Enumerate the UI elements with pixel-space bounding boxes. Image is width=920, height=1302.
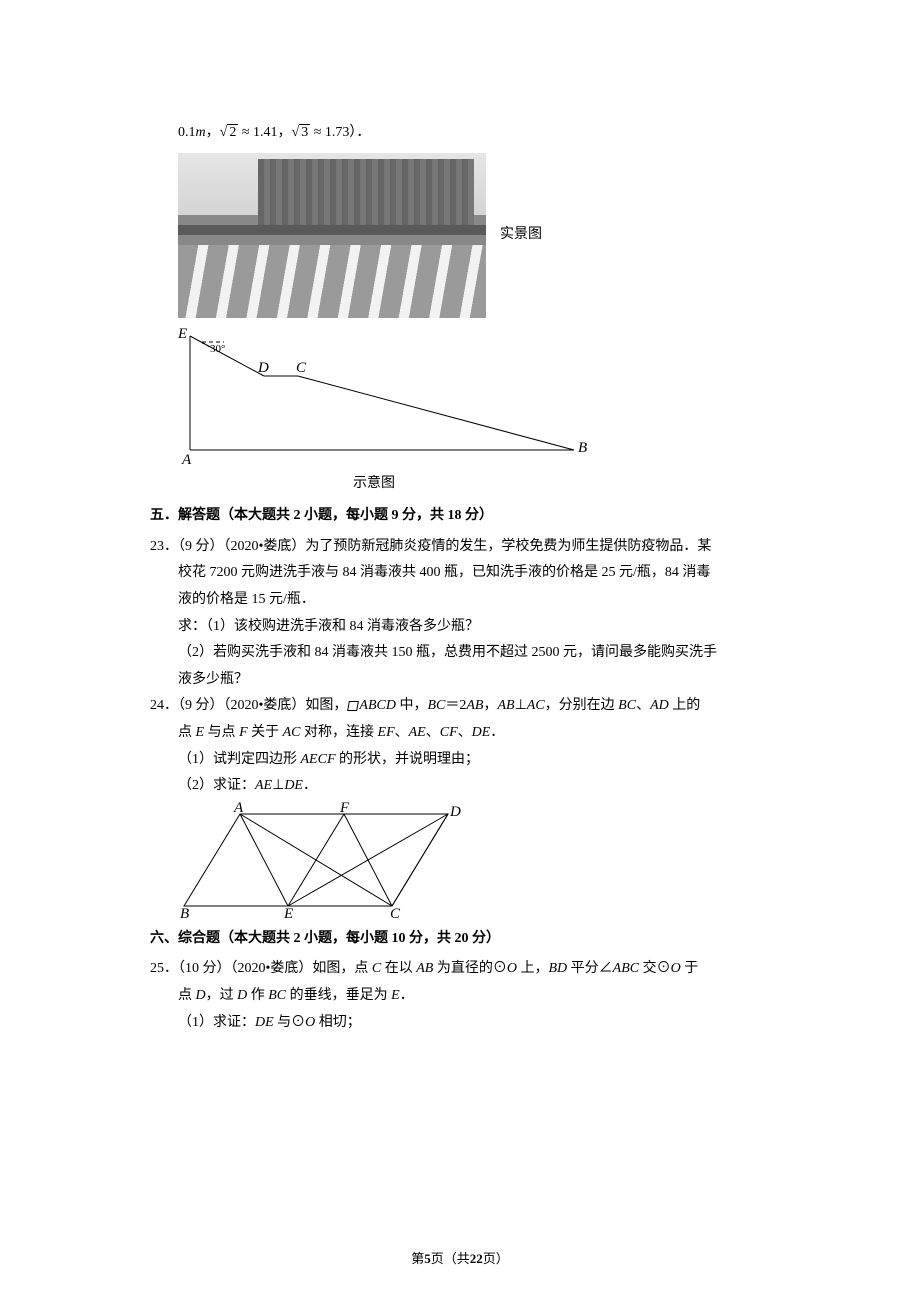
- q24-line2: 点 E 与点 F 关于 AC 对称，连接 EF、AE、CF、DE．: [150, 720, 770, 747]
- approx1: ≈ 1.41，: [238, 125, 291, 140]
- schematic-caption: 示意图: [174, 471, 574, 498]
- label-C: C: [296, 360, 307, 376]
- approx2: ≈ 1.73）．: [310, 125, 370, 140]
- q23-line2: 校花 7200 元购进洗手液与 84 消毒液共 400 瓶，已知洗手液的价格是 …: [150, 560, 770, 587]
- q23-line3: 液的价格是 15 元/瓶．: [150, 587, 770, 614]
- svg-text:E: E: [283, 906, 293, 920]
- q25-line2: 点 D，过 D 作 BC 的垂线，垂足为 E．: [150, 983, 770, 1010]
- q23-line1: 23．（9 分）（2020•娄底）为了预防新冠肺炎疫情的发生，学校免费为师生提供…: [150, 534, 770, 561]
- svg-text:D: D: [449, 804, 461, 820]
- q25-line1: 25．（10 分）（2020•娄底）如图，点 C 在以 AB 为直径的⊙O 上，…: [150, 956, 770, 983]
- question-23: 23．（9 分）（2020•娄底）为了预防新冠肺炎疫情的发生，学校免费为师生提供…: [150, 534, 770, 694]
- q23-line4: 求：（1）该校购进洗手液和 84 消毒液各多少瓶？: [150, 614, 770, 641]
- section-6-heading: 六、综合题（本大题共 2 小题，每小题 10 分，共 20 分）: [150, 926, 770, 953]
- q25-line3: （1）求证：DE 与⊙O 相切；: [150, 1010, 770, 1037]
- q24-line1: 24．（9 分）（2020•娄底）如图，ABCD 中，BC＝2AB，AB⊥AC，…: [150, 693, 770, 720]
- q23-line5: （2）若购买洗手液和 84 消毒液共 150 瓶，总费用不超过 2500 元，请…: [150, 640, 770, 667]
- svg-text:F: F: [339, 802, 350, 816]
- question-25: 25．（10 分）（2020•娄底）如图，点 C 在以 AB 为直径的⊙O 上，…: [150, 956, 770, 1036]
- unit-m: m: [196, 125, 206, 140]
- svg-text:B: B: [180, 906, 189, 920]
- q23-line6: 液多少瓶？: [150, 667, 770, 694]
- parallelogram-icon: [348, 701, 360, 711]
- photo-caption: 实景图: [500, 222, 542, 249]
- schematic-diagram: E 30° D C A B: [174, 324, 770, 469]
- q24-figure: A F D B E C: [180, 802, 770, 920]
- label-A: A: [181, 452, 192, 468]
- q24-line3: （1）试判定四边形 AECF 的形状，并说明理由；: [150, 747, 770, 774]
- label-B: B: [578, 440, 587, 456]
- label-angle: 30°: [210, 343, 225, 355]
- q24-line4: （2）求证：AE⊥DE．: [150, 773, 770, 800]
- question-24: 24．（9 分）（2020•娄底）如图，ABCD 中，BC＝2AB，AB⊥AC，…: [150, 693, 770, 919]
- continued-text: 0.1m，√2 ≈ 1.41，√3 ≈ 1.73）．: [150, 120, 770, 147]
- sqrt3: √3: [292, 120, 311, 147]
- svg-text:C: C: [390, 906, 401, 920]
- comma: ，: [206, 125, 220, 140]
- label-E: E: [177, 326, 187, 342]
- real-scene-photo: [178, 153, 486, 318]
- photo-block: 实景图: [178, 153, 770, 318]
- label-D: D: [257, 360, 269, 376]
- sqrt2: √2: [220, 120, 239, 147]
- page-footer: 第5页（共22页）: [0, 1247, 920, 1272]
- val-01: 0.1: [178, 125, 196, 140]
- section-5-heading: 五．解答题（本大题共 2 小题，每小题 9 分，共 18 分）: [150, 503, 770, 530]
- svg-text:A: A: [233, 802, 244, 816]
